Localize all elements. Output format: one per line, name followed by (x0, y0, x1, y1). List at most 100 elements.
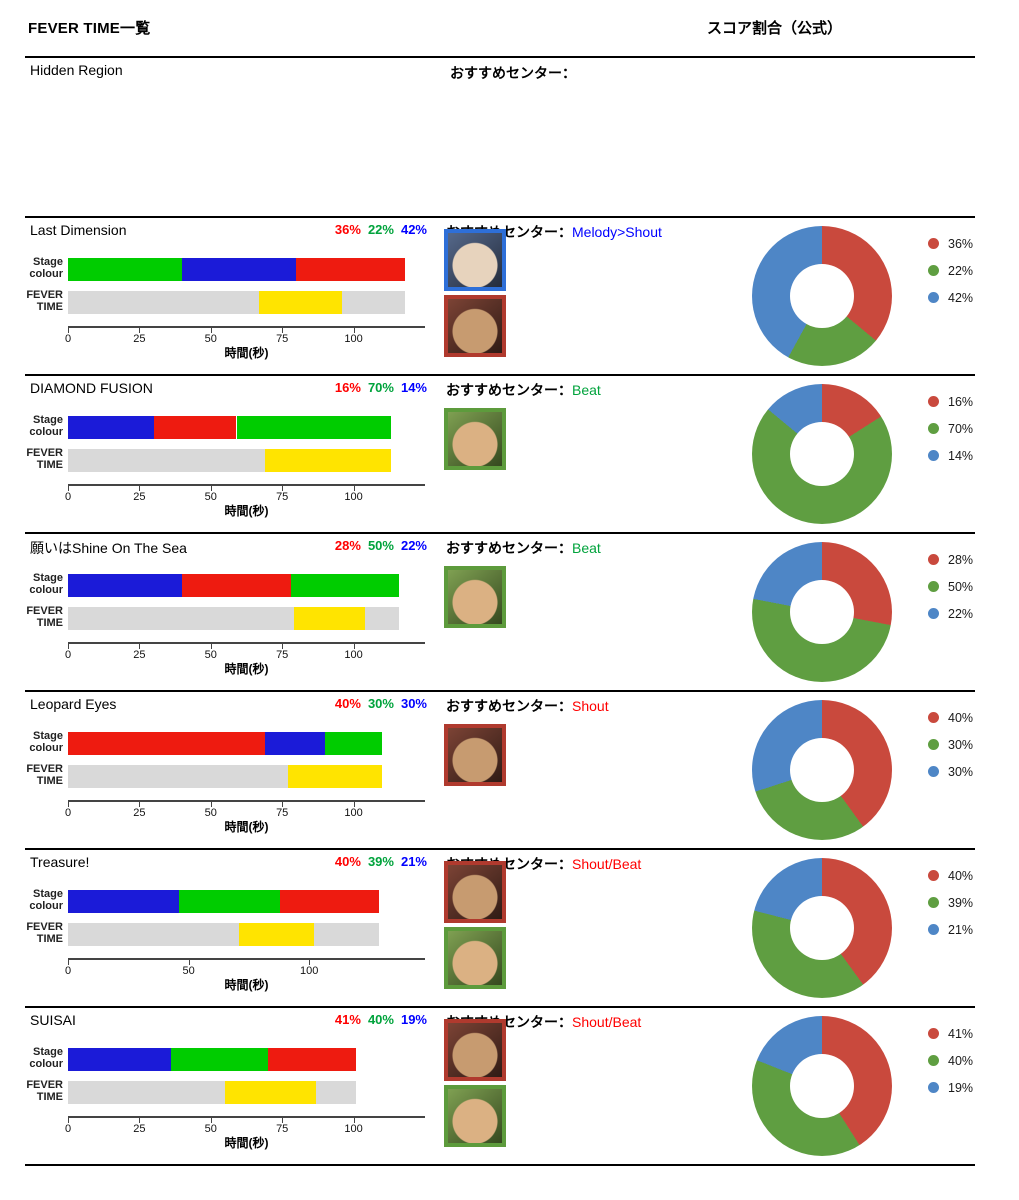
stage-colour-label: Stage colour (29, 1046, 63, 1070)
axis-tick-label: 50 (204, 491, 217, 503)
stage-green-segment (236, 416, 391, 439)
time-axis: 0 25 50 75 100 (65, 800, 425, 819)
legend-item: 22% (928, 600, 973, 627)
donut-legend: 41% 40% 19% (928, 1020, 973, 1101)
legend-label: 28% (948, 552, 974, 567)
recommend-label: おすすめセンター： (446, 540, 572, 556)
stage-blue-segment (68, 890, 179, 913)
percent-value: 70% (367, 380, 394, 395)
legend-dot (928, 396, 939, 407)
axis-tick (139, 644, 141, 649)
legend-label: 36% (948, 236, 974, 251)
stage-red-segment (182, 574, 291, 597)
donut-hole (790, 738, 854, 802)
song-title: Treasure! (30, 854, 90, 870)
avatar-stack (444, 1019, 506, 1151)
axis-tick-label: 50 (204, 333, 217, 345)
axis-tick (282, 644, 284, 649)
legend-item: 40% (928, 1047, 973, 1074)
axis-tick (210, 802, 212, 807)
header-row: FEVER TIME一覧 スコア割合（公式） (25, 0, 975, 58)
hidden-region-row: Hidden Region おすすめセンター： (25, 58, 975, 218)
time-axis: 0 25 50 75 100 (65, 642, 425, 661)
legend-item: 42% (928, 284, 973, 311)
song-row: DIAMOND FUSION 16% 70% 14% Stage colour FEV… (25, 376, 975, 534)
avatar-stack (444, 566, 506, 632)
legend-label: 30% (948, 737, 974, 752)
percent-value: 28% (334, 538, 361, 553)
time-axis-title: 時間(秒) (224, 1136, 269, 1150)
score-ratio-title: スコア割合（公式） (707, 20, 843, 37)
legend-item: 70% (928, 415, 973, 442)
percent-summary: 40% 30% 30% (255, 696, 427, 711)
song-title: SUISAI (30, 1012, 76, 1028)
fever-time-label: FEVER TIME (26, 1079, 63, 1103)
legend-dot (928, 739, 939, 750)
legend-item: 28% (928, 546, 973, 573)
stage-green-segment (325, 732, 383, 755)
beat-center-avatar (444, 408, 506, 470)
donut-legend: 28% 50% 22% (928, 546, 973, 627)
time-axis: 0 50 100 (65, 958, 425, 977)
song-row: Leopard Eyes 40% 30% 30% Stage colour FEVER… (25, 692, 975, 850)
stage-colour-label: Stage colour (29, 572, 63, 596)
score-ratio-donut (752, 384, 892, 524)
recommend-center: おすすめセンター：Beat (446, 538, 601, 558)
axis-tick (282, 802, 284, 807)
recommend-value: Shout/Beat (572, 856, 642, 872)
donut-hole (790, 422, 854, 486)
song-title: 願いはShine On The Sea (30, 540, 187, 556)
donut-legend: 36% 22% 42% (928, 230, 973, 311)
legend-label: 22% (948, 606, 974, 621)
fever-segment (287, 765, 383, 788)
donut-hole (790, 1054, 854, 1118)
axis-tick (210, 486, 212, 491)
percent-summary: 41% 40% 19% (255, 1012, 427, 1027)
axis-tick (210, 328, 212, 333)
axis-tick-label: 100 (344, 1123, 363, 1135)
recommend-label: おすすめセンター： (446, 382, 572, 398)
stage-blue-segment (68, 416, 154, 439)
sheet-body: FEVER TIME一覧 スコア割合（公式） Hidden Region おすす… (25, 0, 975, 1166)
shout-center-avatar (444, 861, 506, 923)
axis-tick-label: 0 (64, 965, 72, 977)
axis-tick-label: 0 (64, 807, 72, 819)
timeline-plot (68, 416, 425, 484)
axis-tick-label: 100 (344, 807, 363, 819)
legend-item: 40% (928, 862, 973, 889)
axis-tick-label: 75 (276, 807, 289, 819)
legend-label: 30% (948, 764, 974, 779)
axis-tick-label: 50 (204, 1123, 217, 1135)
legend-dot (928, 712, 939, 723)
time-axis: 0 25 50 75 100 (65, 484, 425, 503)
legend-label: 41% (948, 1026, 974, 1041)
fever-time-label: FEVER TIME (26, 605, 63, 629)
axis-tick (353, 802, 355, 807)
legend-dot (928, 265, 939, 276)
stage-red-segment (280, 890, 380, 913)
score-ratio-donut (752, 1016, 892, 1156)
legend-item: 22% (928, 257, 973, 284)
axis-tick (353, 1118, 355, 1123)
legend-dot (928, 554, 939, 565)
song-title: Last Dimension (30, 222, 127, 238)
melody-center-avatar (444, 229, 506, 291)
song-title: Hidden Region (30, 62, 123, 78)
percent-value: 22% (367, 222, 394, 237)
percent-summary: 40% 39% 21% (255, 854, 427, 869)
time-axis-title: 時間(秒) (224, 662, 269, 676)
percent-value: 21% (400, 854, 427, 869)
percent-value: 50% (367, 538, 394, 553)
axis-tick-label: 100 (344, 491, 363, 503)
fever-segment (225, 1081, 317, 1104)
axis-tick-label: 75 (276, 1123, 289, 1135)
percent-summary: 36% 22% 42% (255, 222, 427, 237)
legend-dot (928, 292, 939, 303)
stage-red-segment (296, 258, 405, 281)
legend-label: 40% (948, 1053, 974, 1068)
axis-tick (282, 486, 284, 491)
stage-colour-label: Stage colour (29, 414, 63, 438)
axis-tick (68, 486, 69, 491)
recommend-value: Beat (572, 540, 601, 556)
axis-tick-label: 25 (133, 807, 146, 819)
